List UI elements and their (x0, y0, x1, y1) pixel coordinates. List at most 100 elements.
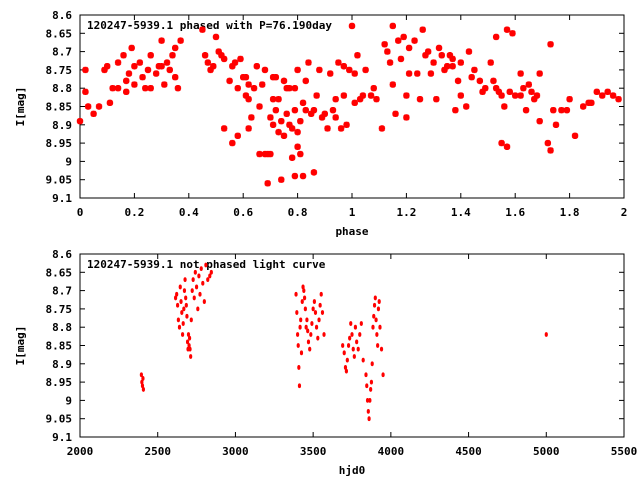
data-point (316, 335, 320, 341)
data-point (487, 59, 494, 66)
data-point (310, 321, 314, 326)
data-point (209, 269, 213, 275)
data-point (191, 277, 195, 283)
data-point (184, 302, 188, 308)
data-point (294, 143, 301, 150)
data-point (202, 299, 206, 304)
x-tick-label: 1.4 (451, 206, 471, 219)
data-point (335, 59, 342, 66)
data-point (141, 376, 145, 381)
data-point (180, 310, 184, 315)
data-point (185, 313, 189, 319)
data-point (259, 81, 266, 88)
data-point (340, 92, 348, 99)
data-point (163, 59, 171, 66)
data-point (403, 92, 410, 99)
data-point (482, 85, 489, 92)
data-point (318, 302, 322, 308)
data-point (344, 368, 349, 374)
data-point (299, 172, 307, 180)
data-point (299, 317, 303, 323)
data-point (280, 132, 288, 139)
y-tick-label: 8.95 (46, 376, 73, 389)
data-point (189, 317, 193, 323)
data-point (536, 117, 543, 125)
data-point (179, 299, 183, 304)
data-point (370, 361, 374, 367)
data-point (218, 52, 225, 59)
data-point (125, 70, 133, 77)
data-point (242, 92, 250, 99)
data-point (310, 106, 318, 114)
data-point (366, 408, 370, 414)
data-point (189, 354, 193, 359)
data-point (311, 306, 315, 312)
y-tick-label: 9.05 (46, 174, 73, 187)
data-point (291, 106, 299, 114)
data-point (375, 332, 379, 337)
data-point (76, 117, 84, 125)
x-tick-label: 5500 (611, 445, 638, 458)
data-point (492, 33, 500, 41)
data-point (250, 85, 258, 92)
data-point (280, 77, 288, 85)
data-point (479, 88, 486, 96)
x-tick-label: 1 (349, 206, 356, 219)
data-point (139, 372, 143, 378)
data-point (371, 324, 375, 330)
data-point (95, 103, 103, 110)
data-point (517, 92, 524, 99)
data-point (525, 81, 532, 88)
y-tick-label: 8.8 (52, 82, 72, 95)
y-tick-label: 9 (65, 155, 72, 168)
x-tick-label: 2000 (67, 445, 94, 458)
data-point (356, 95, 364, 103)
y-tick-label: 8.8 (52, 321, 72, 334)
x-tick-label: 0.4 (179, 206, 199, 219)
data-point (186, 332, 191, 337)
x-tick-label: 0.8 (288, 206, 308, 219)
y-tick-label: 8.85 (46, 101, 73, 114)
data-point (147, 85, 154, 92)
data-point (370, 85, 377, 92)
data-point (288, 154, 296, 161)
data-point (566, 95, 573, 103)
data-point (264, 180, 271, 187)
data-point (306, 328, 310, 334)
data-point (172, 44, 179, 52)
data-point (400, 33, 407, 41)
data-point (349, 321, 353, 326)
data-point (215, 48, 222, 55)
data-point (82, 66, 89, 74)
data-point (198, 291, 202, 297)
data-point (82, 88, 89, 96)
data-point (558, 106, 565, 114)
data-point (201, 52, 209, 59)
data-point (212, 33, 220, 41)
data-point (300, 299, 304, 304)
data-point (343, 121, 350, 128)
data-point (190, 288, 194, 293)
y-axis-label: I[mag] (14, 326, 27, 366)
data-point (377, 299, 381, 304)
data-point (269, 121, 277, 128)
data-point (176, 302, 180, 308)
data-point (346, 343, 351, 348)
data-point (204, 262, 208, 268)
data-point (373, 295, 377, 301)
data-point (457, 92, 464, 99)
data-point (356, 346, 360, 352)
data-point (381, 372, 385, 378)
y-tick-label: 9 (65, 394, 72, 407)
data-point (609, 92, 617, 99)
data-point (187, 343, 191, 348)
data-point (248, 114, 255, 121)
y-axis-label: I[mag] (14, 87, 27, 127)
data-point (267, 150, 274, 158)
data-point (131, 81, 138, 88)
y-tick-label: 8.7 (52, 285, 72, 298)
data-point (199, 266, 203, 272)
data-point (321, 110, 328, 118)
data-point (372, 302, 377, 308)
data-point (580, 103, 587, 110)
